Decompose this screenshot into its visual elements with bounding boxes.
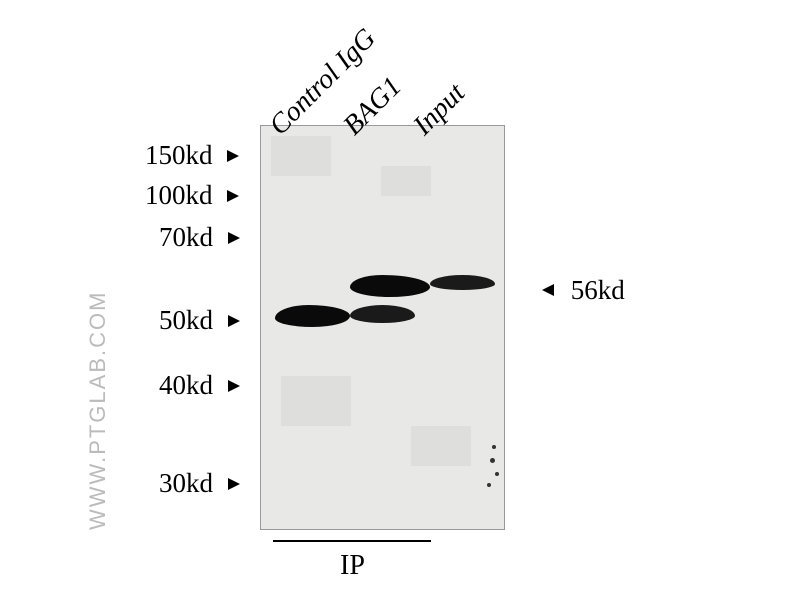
mw-label: 30kd bbox=[159, 468, 213, 498]
mw-marker-100: 100kd bbox=[145, 180, 221, 211]
watermark-text: WWW.PTGLAB.COM bbox=[85, 291, 111, 530]
mw-marker-40: 40kd bbox=[159, 370, 222, 401]
band-control-igg-50 bbox=[275, 305, 350, 327]
target-band-label: 56kd bbox=[560, 275, 625, 306]
artifact-dot bbox=[487, 483, 491, 487]
band-bag1-50 bbox=[350, 305, 415, 323]
ip-bracket-line bbox=[273, 540, 431, 542]
mw-label: 40kd bbox=[159, 370, 213, 400]
mw-label: 50kd bbox=[159, 305, 213, 335]
mw-marker-70: 70kd bbox=[159, 222, 222, 253]
mw-label: 70kd bbox=[159, 222, 213, 252]
mw-marker-150: 150kd bbox=[145, 140, 221, 171]
mw-label: 150kd bbox=[145, 140, 213, 170]
artifact-dot bbox=[490, 458, 495, 463]
band-input-56 bbox=[430, 275, 495, 290]
mw-marker-50: 50kd bbox=[159, 305, 222, 336]
artifact-dot bbox=[495, 472, 499, 476]
mw-marker-30: 30kd bbox=[159, 468, 222, 499]
blot-figure: WWW.PTGLAB.COM Control IgG BAG1 Input 15… bbox=[0, 0, 800, 600]
artifact-dot bbox=[492, 445, 496, 449]
mw-label: 100kd bbox=[145, 180, 213, 210]
band-bag1-56 bbox=[350, 275, 430, 297]
ip-label: IP bbox=[340, 550, 365, 582]
blot-membrane bbox=[260, 125, 505, 530]
target-label-text: 56kd bbox=[571, 275, 625, 305]
